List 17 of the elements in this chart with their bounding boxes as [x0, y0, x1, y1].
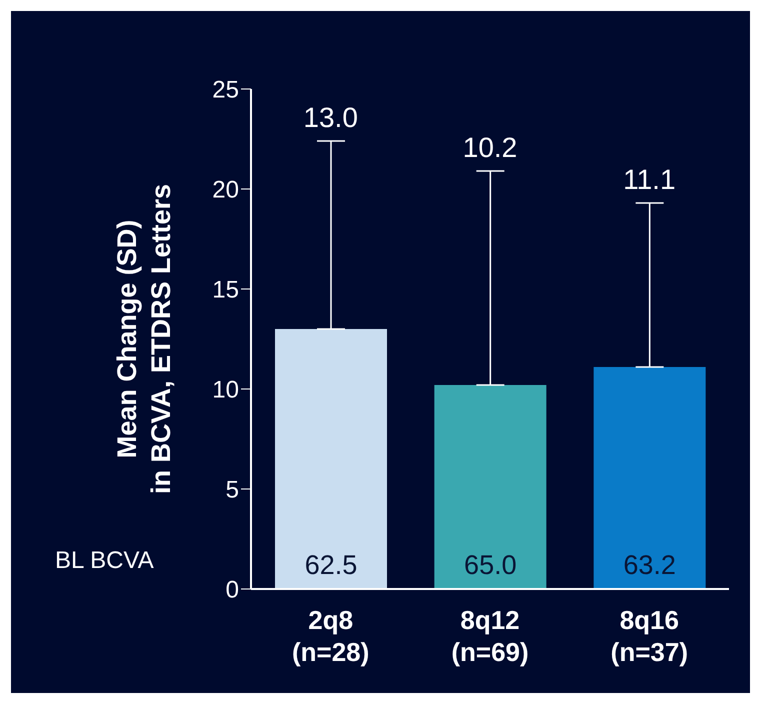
y-axis-title: Mean Change (SD) in BCVA, ETDRS Letters	[112, 184, 176, 494]
annotation: 62.5	[304, 550, 358, 580]
text: BL BCVA	[55, 547, 154, 575]
annotation: 10.2	[462, 132, 518, 163]
y-tick-label: 0	[226, 576, 239, 604]
annotation: 13.0	[303, 102, 358, 133]
annotation: 65.0	[464, 550, 517, 580]
x-tick-label: 8q12 (n=69)	[451, 605, 529, 667]
x-tick-label: 2q8 (n=28)	[292, 605, 370, 667]
y-tick-label: 15	[212, 276, 239, 304]
y-tick-label: 20	[212, 176, 239, 204]
x-tick-label: 8q16 (n=37)	[610, 605, 688, 667]
y-tick-label: 25	[212, 76, 239, 104]
annotation: 11.1	[623, 164, 676, 195]
annotation: 63.2	[623, 550, 676, 580]
y-tick-label: 10	[212, 376, 239, 404]
y-tick-label: 5	[226, 476, 239, 504]
